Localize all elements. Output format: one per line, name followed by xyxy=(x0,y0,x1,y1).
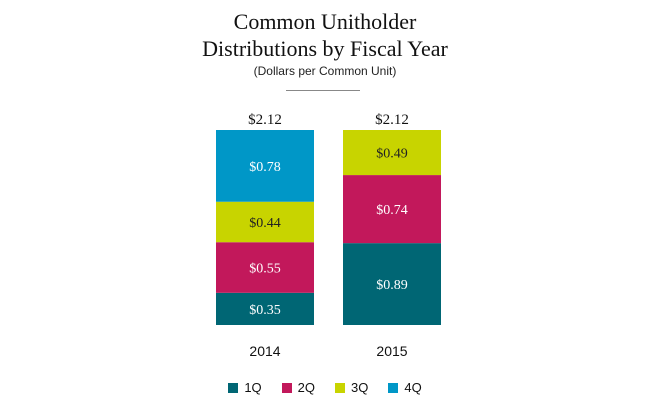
bar-segment-2015-3Q xyxy=(343,130,441,176)
data-label-2014-4Q: $0.78 xyxy=(249,160,281,175)
chart-title-line-2: Distributions by Fiscal Year xyxy=(202,36,448,61)
bar-segment-2014-2Q xyxy=(216,242,314,293)
legend-label: 3Q xyxy=(351,380,369,395)
legend-swatch xyxy=(228,382,239,393)
legend-swatch xyxy=(281,382,292,393)
chart-subtitle: (Dollars per Common Unit) xyxy=(253,64,397,78)
chart-legend: 1Q 2Q 3Q 4Q xyxy=(0,380,650,395)
data-label-2014-1Q: $0.35 xyxy=(249,303,281,318)
total-label-2015: $2.12 xyxy=(375,112,409,128)
data-label-2015-1Q: $0.89 xyxy=(376,278,408,293)
title-divider xyxy=(286,90,360,91)
data-label-2015-2Q: $0.74 xyxy=(376,203,408,218)
category-label-2014: 2014 xyxy=(249,343,280,359)
legend-label: 1Q xyxy=(244,380,262,395)
data-label-2015-3Q: $0.49 xyxy=(376,147,408,162)
legend-label: 2Q xyxy=(297,380,315,395)
chart-title: Common Unitholder Distributions by Fisca… xyxy=(0,8,650,62)
legend-item-4Q: 4Q xyxy=(388,380,422,395)
legend-swatch xyxy=(388,382,399,393)
bar-segment-2015-2Q xyxy=(343,175,441,244)
bar-segment-2014-3Q xyxy=(216,201,314,243)
category-label-2015: 2015 xyxy=(376,343,407,359)
bar-segment-2014-1Q xyxy=(216,292,314,325)
chart-title-line-1: Common Unitholder xyxy=(233,9,417,34)
legend-item-1Q: 1Q xyxy=(228,380,262,395)
legend-swatch xyxy=(335,382,345,393)
bar-segment-2015-1Q xyxy=(343,243,441,325)
legend-item-2Q: 2Q xyxy=(281,380,315,395)
data-label-2014-3Q: $0.44 xyxy=(249,216,281,231)
legend-item-3Q: 3Q xyxy=(335,380,368,395)
data-label-2014-2Q: $0.55 xyxy=(249,262,281,277)
total-label-2014: $2.12 xyxy=(248,112,282,128)
bar-segment-2014-4Q xyxy=(216,130,314,202)
legend-label: 4Q xyxy=(404,380,422,395)
